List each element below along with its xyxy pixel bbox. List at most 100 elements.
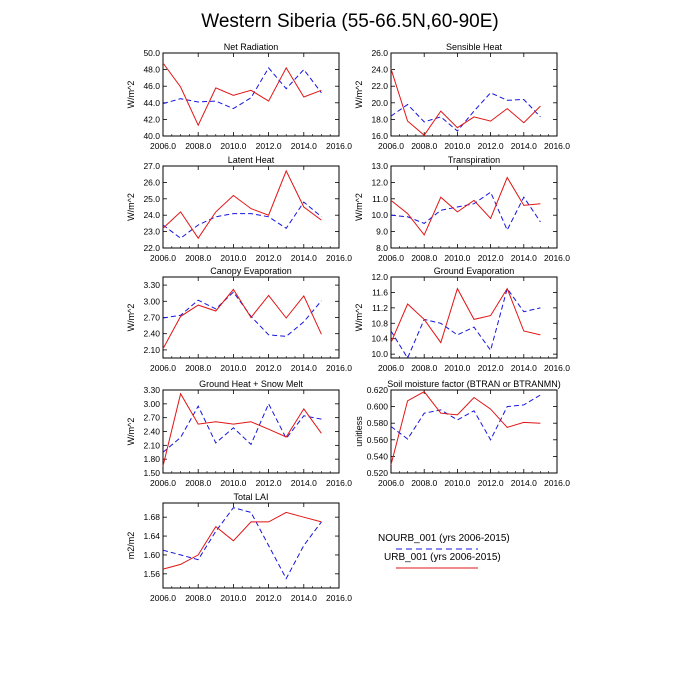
y-tick-label: 13.0: [371, 161, 388, 171]
y-tick-label: 10.0: [371, 349, 388, 359]
x-tick-label: 2010.0: [220, 253, 246, 263]
panel-title: Sensible Heat: [446, 42, 503, 52]
x-tick-label: 2014.0: [511, 253, 537, 263]
y-tick-label: 24.0: [371, 65, 388, 75]
panels: Net Radiation W/m^2 2006.0 2008.0 2010.0 2012…: [126, 42, 570, 603]
x-tick-label: 2016.0: [326, 478, 352, 488]
y-tick-label: 2.70: [143, 313, 160, 323]
series-line-nourb: [162, 201, 322, 239]
y-axis-label: W/m^2: [126, 418, 136, 446]
series-line-nourb: [162, 291, 322, 337]
y-axis-label: W/m^2: [354, 193, 364, 221]
panel-0: Net Radiation W/m^2 2006.0 2008.0 2010.0 2012…: [126, 42, 352, 151]
panel-frame: [390, 165, 558, 249]
x-tick-label: 2014.0: [291, 478, 317, 488]
panel-frame: [390, 52, 558, 137]
series-line-urb: [390, 68, 541, 136]
x-tick-label: 2008.0: [185, 478, 211, 488]
y-tick-label: 22.0: [371, 81, 388, 91]
x-tick-label: 2016.0: [544, 141, 570, 151]
series-line-nourb: [390, 287, 541, 360]
x-tick-label: 2008.0: [411, 141, 437, 151]
x-tick-label: 2012.0: [478, 141, 504, 151]
x-tick-label: 2014.0: [291, 141, 317, 151]
x-tick-label: 2012.0: [256, 253, 282, 263]
y-tick-label: 8.0: [376, 243, 388, 253]
x-tick-label: 2006.0: [150, 253, 176, 263]
y-tick-label: 3.00: [143, 399, 160, 409]
x-tick-label: 2012.0: [256, 363, 282, 373]
y-tick-label: 10.4: [371, 334, 388, 344]
x-tick-label: 2008.0: [411, 478, 437, 488]
y-tick-label: 16.0: [371, 131, 388, 141]
x-tick-label: 2006.0: [378, 253, 404, 263]
y-tick-label: 1.64: [143, 531, 160, 541]
y-tick-label: 0.600: [367, 402, 389, 412]
x-tick-label: 2010.0: [220, 363, 246, 373]
x-tick-label: 2008.0: [185, 593, 211, 603]
x-tick-label: 2008.0: [411, 253, 437, 263]
series-line-nourb: [162, 507, 322, 580]
x-tick-label: 2016.0: [326, 141, 352, 151]
x-tick-label: 2010.0: [444, 478, 470, 488]
panel-title: Transpiration: [448, 155, 500, 165]
y-tick-label: 3.00: [143, 296, 160, 306]
y-tick-label: 2.70: [143, 413, 160, 423]
series-line-nourb: [162, 67, 322, 110]
series-line-urb: [162, 62, 322, 127]
x-tick-label: 2016.0: [544, 478, 570, 488]
series-line-urb: [162, 511, 322, 570]
y-tick-label: 46.0: [143, 81, 160, 91]
y-tick-label: 0.540: [367, 451, 389, 461]
x-tick-label: 2014.0: [511, 363, 537, 373]
panel-frame: [162, 389, 340, 474]
y-tick-label: 26.0: [371, 48, 388, 58]
y-tick-label: 11.0: [372, 194, 388, 204]
x-tick-label: 2014.0: [291, 593, 317, 603]
y-axis-label: W/m^2: [354, 81, 364, 109]
y-axis-label: unitless: [354, 416, 364, 447]
panel-8: Total LAI m2/m2 2006.0 2008.0 2010.0 2012.0 20…: [126, 492, 352, 603]
x-tick-label: 2014.0: [291, 253, 317, 263]
x-tick-label: 2016.0: [326, 363, 352, 373]
y-tick-label: 2.40: [143, 427, 160, 437]
y-tick-label: 0.520: [367, 468, 389, 478]
y-axis-label: W/m^2: [354, 304, 364, 332]
x-tick-label: 2006.0: [150, 141, 176, 151]
series-line-urb: [390, 287, 541, 344]
y-tick-label: 1.60: [143, 550, 160, 560]
x-tick-label: 2010.0: [220, 141, 246, 151]
y-axis-label: W/m^2: [126, 81, 136, 109]
x-tick-label: 2016.0: [326, 253, 352, 263]
x-tick-label: 2006.0: [150, 478, 176, 488]
x-tick-label: 2012.0: [478, 253, 504, 263]
y-tick-label: 0.620: [367, 385, 389, 395]
x-tick-label: 2010.0: [444, 363, 470, 373]
panel-title: Soil moisture factor (BTRAN or BTRANMN): [387, 379, 561, 389]
y-tick-label: 1.80: [143, 454, 160, 464]
y-axis-label: W/m^2: [126, 193, 136, 221]
panel-7: Soil moisture factor (BTRAN or BTRANMN) u…: [354, 379, 570, 488]
y-tick-label: 44.0: [143, 98, 160, 108]
x-tick-label: 2016.0: [544, 253, 570, 263]
legend-label-urb: URB_001 (yrs 2006-2015): [384, 552, 501, 563]
y-tick-label: 0.580: [367, 418, 389, 428]
panel-title: Total LAI: [233, 492, 268, 502]
y-tick-label: 40.0: [143, 131, 160, 141]
series-line-nourb: [162, 402, 322, 453]
y-tick-label: 12.0: [371, 272, 388, 282]
y-tick-label: 48.0: [143, 65, 160, 75]
panel-3: Transpiration W/m^2 2006.0 2008.0 2010.0 2012…: [354, 155, 570, 263]
series-line-nourb: [390, 92, 541, 132]
y-tick-label: 2.10: [143, 440, 160, 450]
x-tick-label: 2010.0: [220, 593, 246, 603]
y-tick-label: 50.0: [143, 48, 160, 58]
series-line-urb: [162, 288, 322, 350]
panel-4: Canopy Evaporation W/m^2 2006.0 2008.0 2010.…: [126, 266, 352, 373]
series-line-nourb: [390, 191, 541, 232]
x-tick-label: 2010.0: [444, 253, 470, 263]
x-tick-label: 2014.0: [511, 141, 537, 151]
y-tick-label: 9.0: [376, 227, 388, 237]
y-tick-label: 2.40: [143, 329, 160, 339]
